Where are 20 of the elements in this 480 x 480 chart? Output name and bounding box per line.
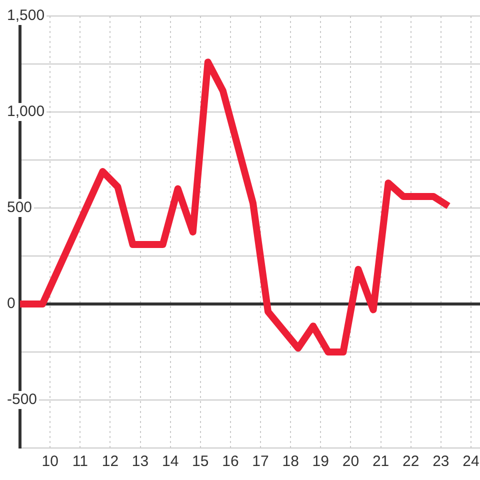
- x-tick-label: 15: [192, 453, 209, 470]
- x-tick-label: 10: [42, 453, 58, 470]
- x-tick-label: 24: [462, 453, 480, 470]
- x-tick-label: 19: [312, 453, 329, 470]
- x-tick-label: 11: [72, 453, 88, 470]
- y-tick-label: 0: [7, 295, 16, 312]
- y-tick-label: 1,000: [7, 103, 45, 120]
- x-tick-label: 22: [402, 453, 420, 470]
- y-tick-label: 1,500: [7, 7, 45, 24]
- x-tick-label: 12: [102, 453, 119, 470]
- x-tick-label: 20: [342, 453, 360, 470]
- x-tick-label: 14: [162, 453, 179, 470]
- x-tick-label: 16: [222, 453, 239, 470]
- y-tick-label: 500: [7, 199, 32, 216]
- y-tick-label: -500: [7, 391, 38, 408]
- x-tick-label: 23: [432, 453, 450, 470]
- x-tick-label: 13: [132, 453, 149, 470]
- x-tick-label: 18: [282, 453, 299, 470]
- x-tick-label: 21: [372, 453, 390, 470]
- x-tick-label: 17: [252, 453, 269, 470]
